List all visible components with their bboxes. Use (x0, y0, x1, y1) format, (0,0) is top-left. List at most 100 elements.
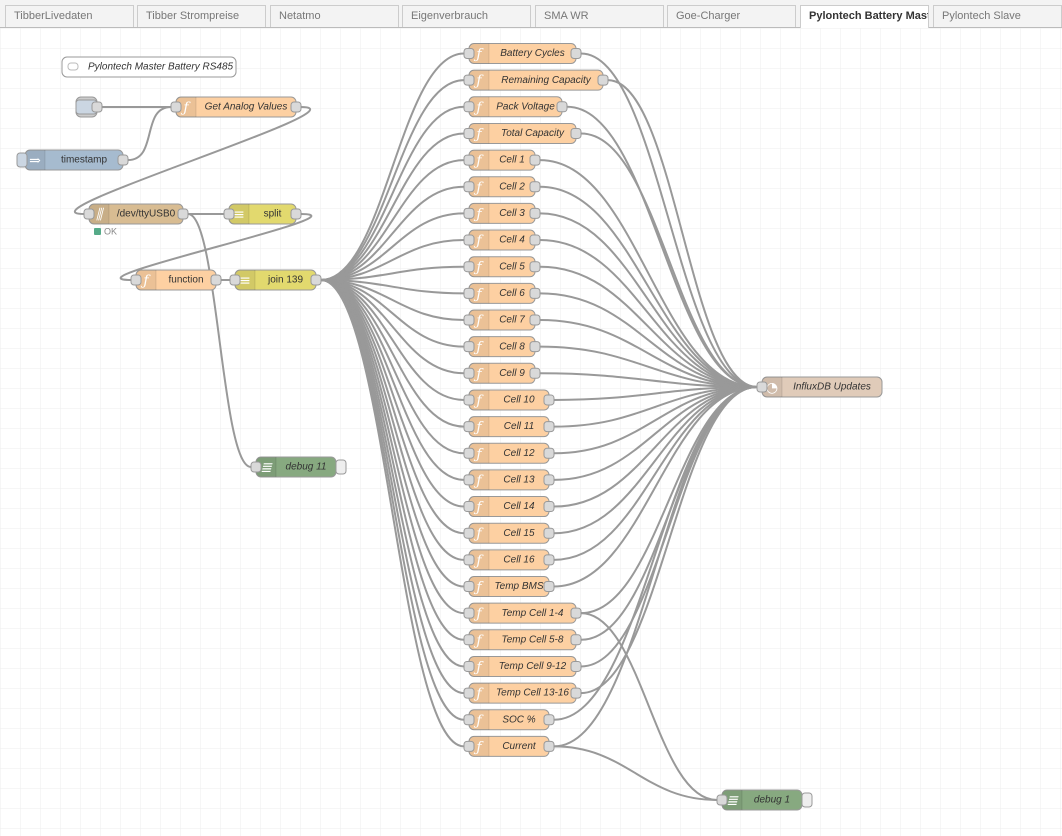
output-port (543, 714, 555, 726)
flow-node[interactable]: ƒ Battery Cycles (463, 43, 582, 64)
flow-tab[interactable]: SMA WR (535, 5, 664, 27)
node-icon-area (89, 204, 109, 224)
output-port (310, 274, 322, 286)
node-icon-area (722, 790, 742, 810)
flow-node[interactable]: ƒ Total Capacity (463, 122, 582, 144)
node-icon-area (469, 683, 489, 704)
node-icon-area (762, 377, 782, 397)
debug-button (801, 792, 813, 808)
flow-node[interactable]: ƒ Cell 11 (463, 416, 555, 438)
flow-node[interactable]: ◔ InfluxDB Updates (756, 376, 883, 398)
input-port (463, 261, 475, 273)
input-port (463, 740, 475, 752)
flow-tab[interactable]: Tibber Strompreise (137, 5, 266, 27)
node-icon: ƒ (473, 713, 484, 729)
input-port (463, 234, 475, 246)
output-port (543, 581, 555, 592)
node-icon-area (469, 603, 489, 624)
node-icon-area (469, 176, 489, 197)
flow-node[interactable]: ≣ debug 1 (716, 789, 813, 811)
node-icon: ƒ (473, 473, 484, 489)
wire (553, 386, 758, 455)
flow-node[interactable]: ƒ Pack Voltage (463, 96, 568, 118)
flow-node[interactable]: ƒ Cell 3 (463, 202, 541, 224)
node-label: Cell 5 (499, 261, 525, 272)
flow-tab[interactable]: Pylontech Battery Master (800, 5, 929, 28)
wire (553, 386, 758, 508)
flow-node[interactable]: ≡ split (223, 203, 302, 225)
node-icon-area (469, 43, 489, 64)
node-label: Cell 9 (499, 368, 525, 379)
flow-node[interactable]: ƒ function (130, 269, 222, 291)
flow-node[interactable]: ƒ Cell 13 (463, 469, 555, 491)
flow-node[interactable]: ƒ Cell 1 (463, 149, 541, 171)
flow-node[interactable] (75, 96, 103, 118)
wire (539, 185, 758, 388)
flow-node[interactable]: ƒ Temp Cell 13-16 (463, 682, 582, 704)
flow-node[interactable]: ƒ Get Analog Values (170, 96, 302, 118)
output-port (529, 287, 541, 299)
flow-node[interactable]: ƒ Temp Cell 5-8 (463, 629, 582, 651)
node-label: Cell 1 (499, 155, 525, 166)
node-label: Pack Voltage (496, 101, 555, 112)
flow-node[interactable]: ƒ Cell 6 (463, 282, 541, 304)
node-label: Current (502, 741, 537, 752)
flow-node[interactable]: ƒ Cell 14 (463, 496, 555, 518)
wire (119, 213, 313, 281)
flow-tab[interactable]: Pylontech Slave (933, 5, 1062, 27)
node-icon-area (469, 443, 489, 464)
flow-node[interactable]: ƒ Cell 8 (463, 336, 541, 358)
input-port (463, 394, 475, 406)
flow-node[interactable]: ƒ Cell 7 (463, 309, 541, 331)
flow-node[interactable]: ƒ Current (463, 735, 555, 757)
node-icon: ƒ (473, 686, 484, 702)
flow-tab[interactable]: Netatmo (270, 5, 399, 27)
node-icon: ≣ (726, 793, 739, 809)
output-port (529, 341, 541, 353)
node-icon: ƒ (473, 73, 484, 89)
flow-node[interactable]: ƒ SOC % (463, 709, 555, 731)
input-port (716, 794, 728, 806)
flow-node[interactable]: ƒ Cell 5 (463, 256, 541, 278)
flow-node[interactable]: ƒ Cell 9 (463, 362, 541, 384)
flow-node[interactable]: Pylontech Master Battery RS485 (61, 56, 237, 78)
flow-node[interactable]: ƒ Cell 10 (463, 389, 555, 411)
nodes: Pylontech Master Battery RS485 ƒ Get Analo… (16, 43, 883, 811)
flow-node[interactable]: ƒ Remaining Capacity (463, 69, 609, 91)
output-port (570, 48, 582, 59)
node-label: debug 11 (286, 462, 327, 473)
output-port (570, 607, 582, 619)
node-icon: ƒ (473, 233, 484, 249)
node-icon-area (235, 270, 255, 290)
output-port (529, 261, 541, 273)
flow-node[interactable]: ƒ Temp Cell 9-12 (463, 655, 582, 677)
node-icon-area (25, 150, 45, 170)
node-icon-area (469, 709, 489, 730)
flow-node[interactable]: ƒ Temp BMS (463, 576, 555, 597)
flow-node[interactable]: ≣ debug 11 (250, 456, 347, 478)
input-port (463, 314, 475, 326)
flow-tab[interactable]: TibberLivedaten (5, 5, 134, 27)
node-label: Cell 6 (499, 288, 525, 299)
flow-tab[interactable]: Eigenverbrauch (402, 5, 531, 27)
flow-node[interactable]: ƒ Cell 15 (463, 522, 555, 544)
flow-node[interactable]: ƒ Cell 2 (463, 176, 541, 198)
output-port (570, 687, 582, 699)
workspace: Pylontech Master Battery RS485 ƒ Get Analo… (0, 28, 1062, 836)
input-port (463, 581, 475, 592)
flow-node[interactable]: ƒ Cell 16 (463, 549, 555, 571)
flow-node[interactable]: ⇒ timestamp (16, 149, 129, 171)
input-port (463, 660, 475, 672)
wire (127, 106, 172, 161)
node-icon-area (469, 336, 489, 357)
node-icon: ƒ (473, 393, 484, 409)
flow-node[interactable]: ƒ Cell 12 (463, 442, 555, 464)
flow-node[interactable]: ƒ Cell 4 (463, 229, 541, 251)
output-port (543, 394, 555, 406)
node-icon-area (229, 204, 249, 224)
flow-node[interactable]: ƒ Temp Cell 1-4 (463, 602, 582, 624)
flow-tab[interactable]: Goe-Charger (667, 5, 796, 27)
flow-node[interactable]: ≡ join 139 (229, 269, 322, 291)
